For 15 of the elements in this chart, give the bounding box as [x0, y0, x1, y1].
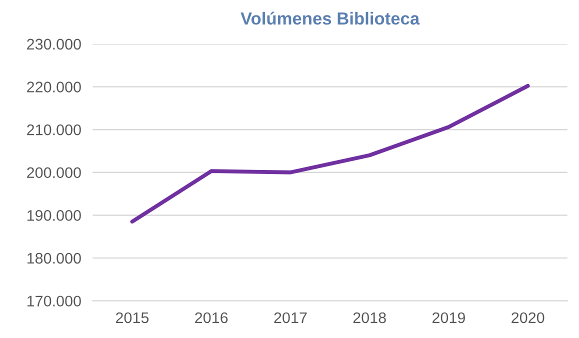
y-tick-label: 190.000 [27, 210, 81, 221]
y-tick-label: 170.000 [27, 296, 81, 307]
x-tick-label: 2017 [274, 312, 307, 324]
y-tick-label: 210.000 [27, 124, 81, 136]
x-tick-label: 2016 [195, 312, 228, 324]
line-series [130, 84, 530, 224]
chart-title: Volúmenes Biblioteca [240, 12, 420, 25]
x-tick-label: 2019 [432, 312, 465, 324]
y-tick-label: 200.000 [27, 167, 81, 178]
x-tick-label: 2015 [116, 312, 149, 324]
x-tick-label: 2018 [353, 312, 386, 324]
x-tick-label: 2020 [512, 312, 544, 324]
y-tick-label: 230.000 [27, 38, 81, 50]
y-tick-label: 220.000 [27, 82, 81, 92]
y-tick-label: 180.000 [27, 252, 81, 264]
